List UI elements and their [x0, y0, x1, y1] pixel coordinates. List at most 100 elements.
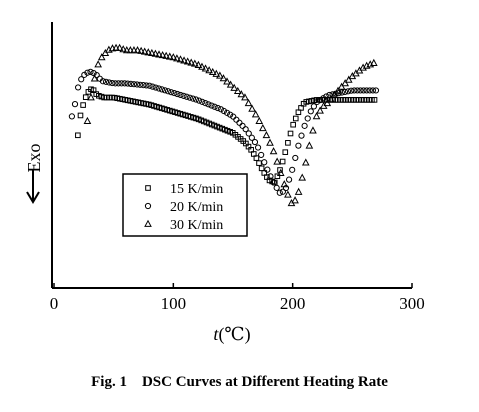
data-point	[97, 53, 106, 61]
legend-label: 30 K/min	[170, 218, 223, 233]
data-point	[223, 77, 231, 85]
data-point	[310, 103, 318, 110]
data-point	[137, 46, 145, 54]
data-point	[366, 87, 373, 94]
data-point	[256, 160, 262, 166]
data-point	[237, 90, 246, 98]
x-axis-label-unit: (℃)	[218, 324, 250, 345]
data-point	[354, 87, 361, 94]
x-ticks	[53, 283, 413, 288]
data-points	[68, 43, 380, 207]
data-point	[307, 108, 314, 115]
data-point	[183, 57, 192, 65]
x-tick-label: 0	[50, 294, 59, 313]
data-point	[155, 85, 162, 92]
data-point	[211, 103, 218, 110]
data-point	[282, 149, 289, 155]
x-tick-labels: 0 100 200 300	[50, 294, 425, 313]
legend-label: 20 K/min	[170, 200, 223, 215]
data-point	[119, 45, 128, 53]
data-point	[180, 56, 188, 64]
data-point	[233, 86, 242, 95]
series-circle	[68, 68, 380, 196]
legend: 15 K/min 20 K/min 30 K/min	[122, 173, 248, 237]
data-point	[323, 98, 332, 107]
x-tick-label: 300	[399, 294, 425, 313]
legend-label: 15 K/min	[170, 182, 223, 197]
data-point	[212, 69, 221, 77]
data-point	[248, 104, 256, 112]
data-point	[177, 91, 184, 99]
data-point	[316, 106, 324, 114]
data-point	[261, 159, 268, 166]
data-point	[292, 115, 299, 122]
data-point	[344, 75, 353, 83]
data-point	[146, 82, 153, 89]
data-point	[369, 87, 376, 94]
legend-marker-square	[145, 185, 151, 191]
data-point	[102, 78, 110, 85]
data-point	[140, 47, 149, 55]
data-point	[205, 66, 213, 74]
legend-box	[122, 173, 248, 237]
data-point	[220, 107, 228, 115]
data-point	[87, 93, 95, 101]
data-point	[165, 52, 174, 60]
data-point	[230, 113, 237, 120]
x-tick-label: 100	[161, 294, 187, 313]
data-point	[329, 91, 336, 98]
data-point	[173, 54, 181, 62]
data-point	[130, 81, 138, 88]
data-point	[190, 59, 199, 67]
series-square	[75, 86, 378, 186]
data-point	[313, 98, 321, 106]
data-point	[90, 69, 97, 77]
data-point	[360, 87, 367, 94]
data-point	[196, 97, 203, 104]
data-point	[245, 130, 252, 137]
data-point	[133, 46, 142, 54]
data-point	[341, 79, 350, 87]
data-point	[242, 126, 249, 133]
data-point	[279, 188, 286, 195]
figure-caption: Fig. 1 DSC Curves at Different Heating R…	[91, 374, 388, 390]
down-arrow-head-icon	[26, 191, 40, 204]
data-point	[180, 92, 187, 99]
data-point	[262, 131, 271, 139]
data-point	[126, 46, 135, 54]
data-point	[140, 82, 147, 89]
data-point	[276, 168, 285, 176]
data-point	[189, 95, 197, 102]
data-point	[151, 49, 160, 57]
data-point	[112, 80, 119, 87]
data-point	[144, 48, 153, 56]
data-point	[258, 165, 265, 172]
data-point	[130, 46, 138, 54]
legend-marker-circle	[144, 202, 152, 210]
data-point	[351, 87, 358, 94]
data-point	[192, 96, 200, 103]
data-point	[277, 167, 283, 173]
data-point	[266, 138, 274, 146]
data-point	[90, 74, 99, 82]
data-point	[122, 46, 131, 54]
data-point	[121, 80, 128, 87]
data-point	[258, 151, 265, 159]
data-point	[284, 190, 292, 198]
data-point	[289, 166, 296, 173]
data-point	[171, 89, 178, 97]
data-point	[106, 79, 113, 86]
data-point	[363, 87, 370, 94]
data-point	[357, 87, 364, 94]
data-point	[305, 141, 314, 149]
data-point	[80, 102, 86, 108]
data-point	[280, 180, 289, 188]
data-point	[255, 116, 264, 125]
data-point	[205, 101, 212, 108]
data-point	[77, 112, 84, 119]
data-point	[219, 74, 228, 82]
data-point	[109, 79, 116, 87]
data-point	[285, 140, 291, 146]
data-point	[241, 93, 249, 101]
data-point	[317, 97, 324, 104]
